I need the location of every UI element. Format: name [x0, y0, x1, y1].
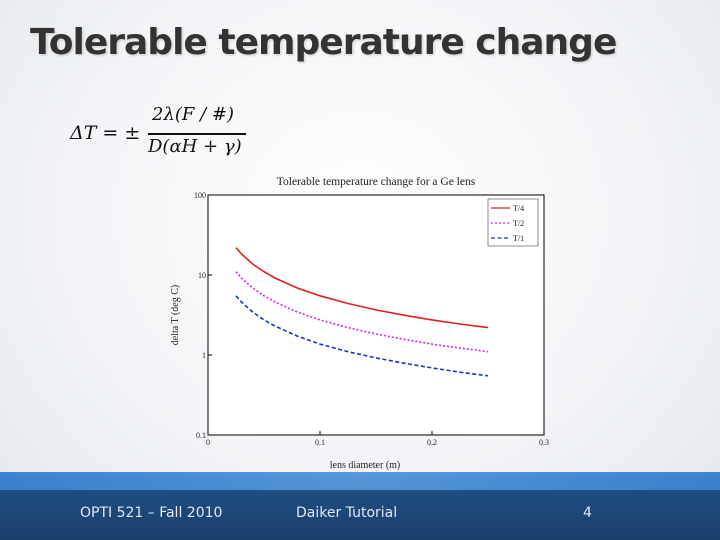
- footer-bar: [0, 472, 720, 540]
- series-line-3: [235, 295, 489, 377]
- delta-t-equation: ΔT = ± 2λ(F / #) D(αH + γ): [70, 102, 270, 172]
- series-line-1: [235, 247, 489, 329]
- x-tick-label: 0.2: [427, 438, 437, 447]
- footer-course: OPTI 521 – Fall 2010: [80, 505, 223, 521]
- plot-frame: [207, 194, 545, 436]
- chart-title: Tolerable temperature change for a Ge le…: [277, 176, 476, 188]
- y-tick-label: 10: [198, 271, 206, 280]
- series-line-2: [235, 271, 489, 353]
- equation-lhs: ΔT = ±: [70, 122, 141, 144]
- y-tick-label: 100: [194, 191, 206, 200]
- x-tick-label: 0: [206, 438, 210, 447]
- footer-page-number: 4: [583, 505, 592, 521]
- equation-denominator: D(αH + γ): [148, 136, 242, 157]
- x-tick-label: 0.1: [315, 438, 325, 447]
- legend-label: T/1: [513, 234, 524, 243]
- chart-legend: T/4 T/2 T/1: [487, 198, 539, 247]
- x-tick-label: 0.3: [539, 438, 549, 447]
- y-axis-label: delta T (deg C): [170, 285, 181, 345]
- slide-title: Tolerable temperature change: [30, 22, 617, 63]
- footer-author: Daiker Tutorial: [296, 505, 398, 521]
- equation-fraction-bar: [148, 133, 246, 135]
- equation-numerator: 2λ(F / #): [152, 104, 234, 125]
- x-axis-label: lens diameter (m): [330, 460, 401, 471]
- y-tick-label: 1: [202, 351, 206, 360]
- legend-label: T/4: [513, 204, 524, 213]
- legend-label: T/2: [513, 219, 524, 228]
- y-tick-label: 0.1: [196, 431, 206, 440]
